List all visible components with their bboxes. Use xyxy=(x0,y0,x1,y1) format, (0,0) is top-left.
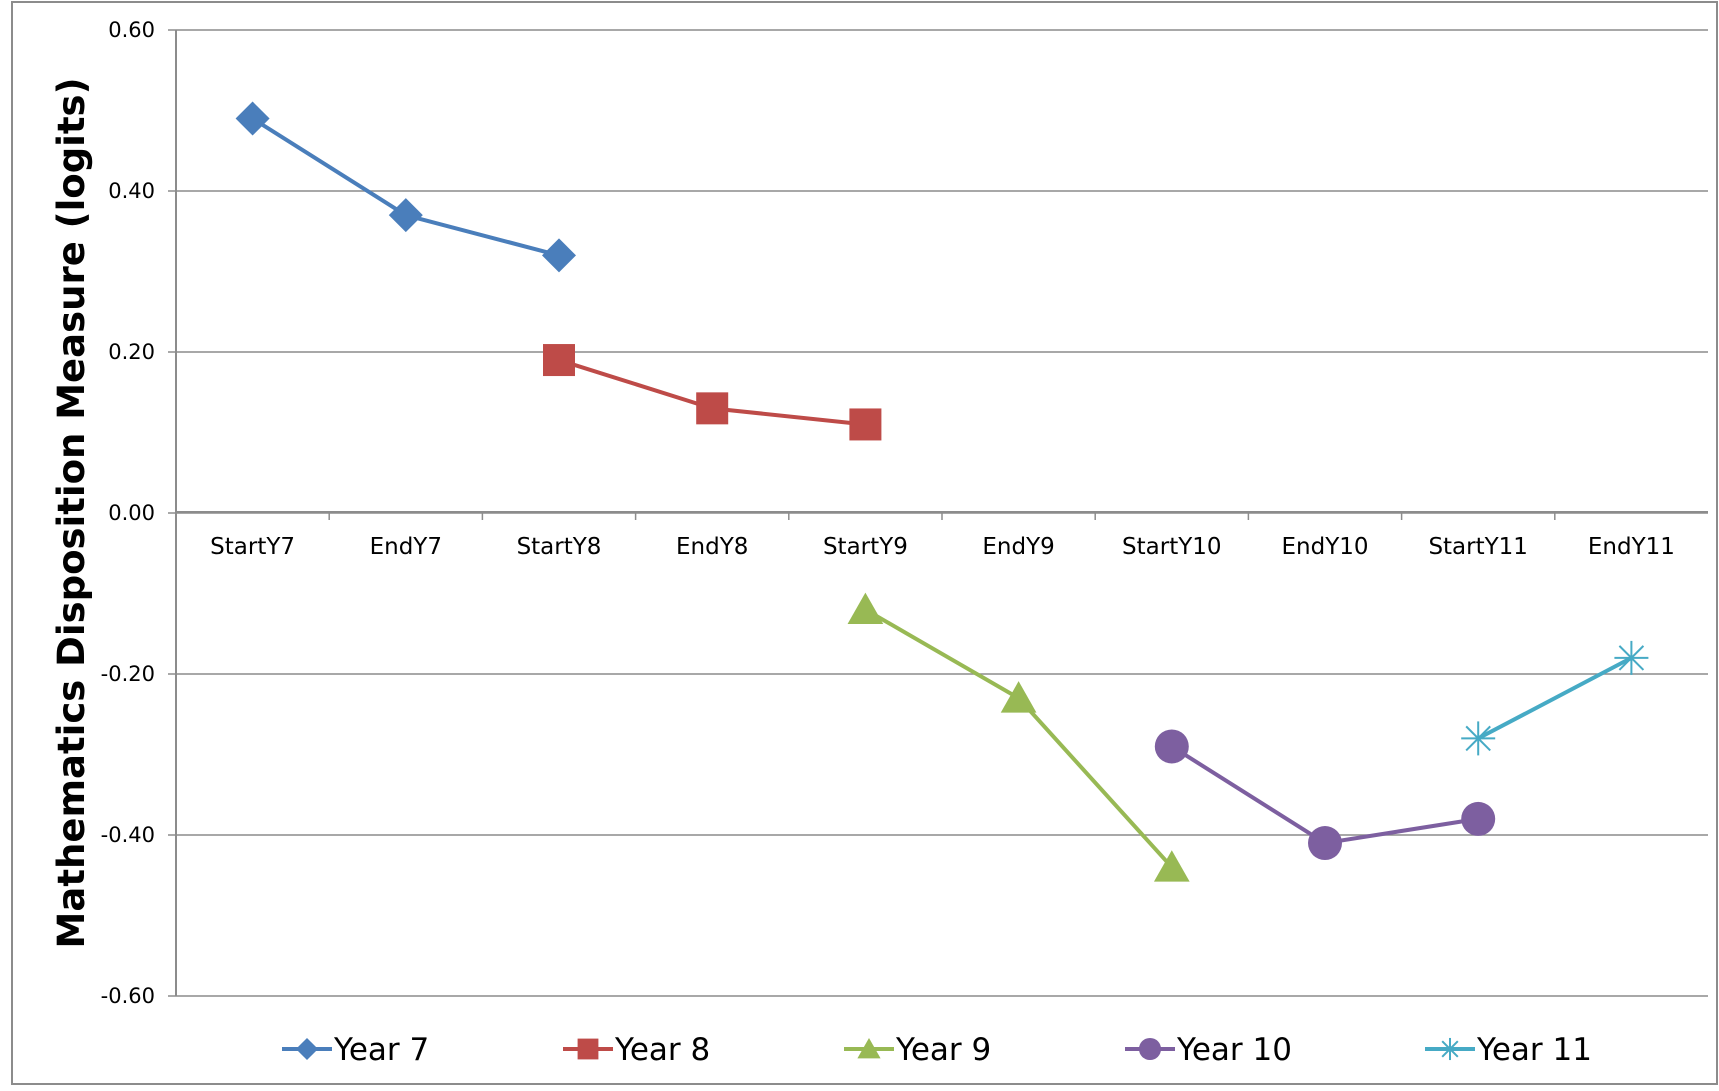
chart-border xyxy=(11,1,1718,1085)
x-category-label: EndY9 xyxy=(982,534,1054,560)
data-point xyxy=(542,238,576,273)
y-axis-title: Mathematics Disposition Measure (logits) xyxy=(50,78,93,949)
legend-marker xyxy=(577,1038,599,1060)
series-year-11 xyxy=(1461,640,1649,756)
legend-label: Year 10 xyxy=(1176,1032,1292,1068)
series-year-9 xyxy=(847,592,1190,882)
legend-label: Year 9 xyxy=(895,1032,991,1068)
x-category-labels: StartY7 EndY7 StartY8 EndY8 StartY9 EndY9 Star… xyxy=(210,534,1675,560)
y-tick-labels: 0.60 0.40 0.20 0.00 -0.20 -0.40 -0.60 xyxy=(101,18,155,1008)
legend-marker xyxy=(1438,1037,1462,1061)
y-tick-label: -0.20 xyxy=(101,662,155,686)
x-category-label: EndY8 xyxy=(676,534,748,560)
data-point xyxy=(1153,850,1190,882)
data-point xyxy=(1000,681,1037,713)
y-tick-label: -0.40 xyxy=(101,823,155,847)
data-point xyxy=(849,408,882,441)
y-tick-label: 0.00 xyxy=(108,501,155,525)
legend-marker xyxy=(1138,1037,1162,1061)
data-point xyxy=(543,344,575,377)
legend-marker xyxy=(295,1037,319,1061)
x-category-label: StartY9 xyxy=(823,534,908,560)
x-category-label: StartY11 xyxy=(1428,534,1528,560)
x-category-label: EndY11 xyxy=(1588,534,1675,560)
data-point xyxy=(1461,721,1496,756)
y-tick-label: 0.40 xyxy=(108,179,155,203)
data-point xyxy=(1154,729,1189,764)
legend-label: Year 7 xyxy=(333,1032,429,1068)
legend-marker xyxy=(857,1037,881,1059)
y-tick-label: 0.20 xyxy=(108,340,155,364)
series-group xyxy=(235,101,1649,882)
series-year-10 xyxy=(1154,729,1496,861)
data-point xyxy=(388,198,423,233)
data-point xyxy=(1308,826,1342,861)
x-category-label: EndY10 xyxy=(1281,534,1368,560)
x-category-label: EndY7 xyxy=(370,534,442,560)
legend-label: Year 11 xyxy=(1476,1032,1592,1068)
series-year-7 xyxy=(235,101,576,273)
legend: Year 7 Year 8 Year 9 Year 10 Year 11 xyxy=(282,1032,1592,1068)
x-category-label: StartY7 xyxy=(210,534,295,560)
series-year-8 xyxy=(543,344,882,441)
legend-label: Year 8 xyxy=(614,1032,710,1068)
data-point xyxy=(847,592,884,625)
y-tick-label: 0.60 xyxy=(108,18,155,42)
x-category-label: StartY10 xyxy=(1122,534,1222,560)
data-point xyxy=(235,101,270,136)
data-point xyxy=(1614,640,1649,675)
data-point xyxy=(696,392,729,425)
y-tick-label: -0.60 xyxy=(101,984,155,1008)
x-category-label: StartY8 xyxy=(517,534,602,560)
series-line xyxy=(1477,656,1633,741)
data-point xyxy=(1461,801,1496,836)
